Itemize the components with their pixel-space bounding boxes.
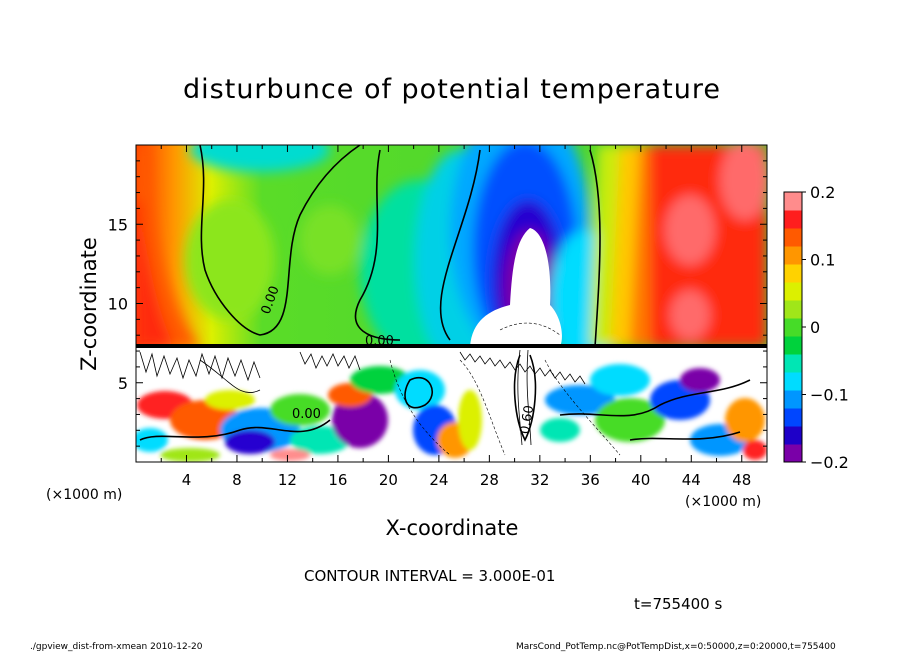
- colorbar-tick-label: −0.2: [810, 453, 849, 472]
- colorbar-tick-label: 0: [810, 318, 820, 337]
- x-tick-label: 44: [682, 471, 701, 489]
- footer-right: MarsCond_PotTemp.nc@PotTempDist,x=0:5000…: [516, 642, 836, 652]
- contour-label: 0.60: [518, 404, 538, 435]
- colorbar-swatch: [784, 390, 802, 409]
- colorbar: 0.2 0.1 0 −0.1 −0.2: [783, 183, 849, 472]
- y-tick-label: 5: [118, 374, 128, 393]
- colorbar-swatch: [784, 300, 802, 319]
- colorbar-swatch: [784, 264, 802, 283]
- colorbar-swatch: [784, 354, 802, 373]
- colorbar-swatch: [784, 336, 802, 355]
- colorbar-swatch: [784, 444, 802, 463]
- colorbar-swatch: [784, 192, 802, 211]
- x-unit-label-left: (×1000 m): [46, 487, 122, 503]
- x-axis-title: X-coordinate: [386, 516, 519, 540]
- contour-label: 0.00: [292, 407, 321, 422]
- x-tick-label: 40: [631, 471, 650, 489]
- colorbar-swatch: [784, 228, 802, 247]
- colorbar-tick-label: −0.1: [810, 386, 849, 405]
- y-tick-label: 10: [108, 295, 128, 314]
- x-tick-label: 4: [182, 471, 192, 489]
- colorbar-tick-label: 0.1: [810, 251, 835, 270]
- y-axis-title: Z-coordinate: [77, 237, 101, 371]
- colorbar-tick-label: 0.2: [810, 183, 835, 202]
- contour-label: 0.00: [365, 334, 394, 349]
- time-label: t=755400 s: [634, 595, 723, 613]
- colorbar-swatch: [784, 408, 802, 427]
- contour-lines: [139, 145, 751, 442]
- x-tick-label: 48: [732, 471, 751, 489]
- x-tick-label: 20: [379, 471, 398, 489]
- x-tick-label: 28: [480, 471, 499, 489]
- colorbar-swatch: [784, 246, 802, 265]
- x-unit-label-right: (×1000 m): [685, 494, 761, 510]
- colorbar-swatch: [784, 426, 802, 445]
- y-tick-label: 15: [108, 215, 128, 234]
- x-axis: 4 8 12 16 20 24 28 32 36 40 44 48: [160, 145, 751, 489]
- x-tick-label: 24: [429, 471, 448, 489]
- chart-title: disturbunce of potential temperature: [183, 74, 721, 105]
- x-tick-label: 16: [328, 471, 347, 489]
- colorbar-swatch: [784, 372, 802, 391]
- x-tick-label: 32: [530, 471, 549, 489]
- y-axis: 5 10 15: [108, 160, 767, 447]
- contour-interval: CONTOUR INTERVAL = 3.000E-01: [304, 567, 556, 585]
- colorbar-swatch: [784, 210, 802, 229]
- colorbar-swatch: [784, 282, 802, 301]
- x-tick-label: 8: [232, 471, 242, 489]
- footer-left: ./gpview_dist-from-xmean 2010-12-20: [30, 642, 203, 652]
- x-tick-label: 36: [581, 471, 600, 489]
- heatmap-field: [136, 145, 767, 462]
- x-tick-label: 12: [278, 471, 297, 489]
- colorbar-swatch: [784, 318, 802, 337]
